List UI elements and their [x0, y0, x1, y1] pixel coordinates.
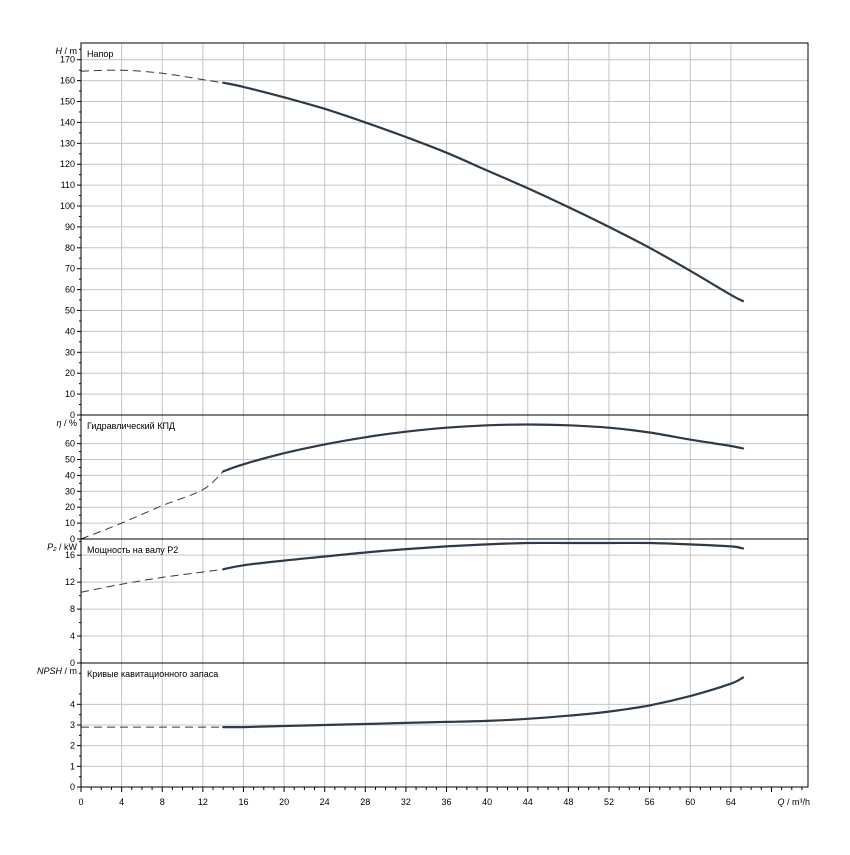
y-tick-label: 1 — [70, 761, 75, 771]
y-tick-label: 10 — [65, 389, 75, 399]
y-tick-label: 140 — [60, 117, 75, 127]
x-tick-label: 12 — [198, 797, 208, 807]
x-tick-label: 36 — [442, 797, 452, 807]
y-tick-label: 10 — [65, 518, 75, 528]
y-tick-label: 40 — [65, 326, 75, 336]
x-tick-label: 64 — [726, 797, 736, 807]
y-tick-label: 3 — [70, 720, 75, 730]
y-tick-label: 90 — [65, 222, 75, 232]
y-tick-label: 80 — [65, 243, 75, 253]
y-tick-label: 100 — [60, 201, 75, 211]
y-tick-label: 20 — [65, 502, 75, 512]
x-tick-label: 4 — [119, 797, 124, 807]
curve-solid-segment — [222, 541, 745, 571]
y-axis-label: P₂ / kW — [47, 542, 77, 552]
y-tick-label: 0 — [70, 410, 75, 420]
y-tick-label: 30 — [65, 486, 75, 496]
x-tick-label: 0 — [78, 797, 83, 807]
x-tick-label: 44 — [523, 797, 533, 807]
y-tick-label: 0 — [70, 658, 75, 668]
y-tick-label: 110 — [61, 180, 75, 190]
y-axis-label: NPSH / m — [37, 666, 77, 676]
panel-title: Мощность на валу P2 — [87, 545, 178, 555]
x-tick-label: 60 — [685, 797, 695, 807]
panel-title: Напор — [87, 49, 113, 59]
y-tick-label: 0 — [70, 782, 75, 792]
x-tick-label: 40 — [482, 797, 492, 807]
x-tick-label: 28 — [360, 797, 370, 807]
x-tick-label: 16 — [238, 797, 248, 807]
y-tick-label: 2 — [70, 741, 75, 751]
x-tick-label: 32 — [401, 797, 411, 807]
plot-frame — [80, 42, 809, 788]
y-tick-label: 170 — [60, 55, 75, 65]
y-tick-label: 60 — [65, 285, 75, 295]
y-tick-label: 70 — [65, 264, 75, 274]
y-tick-label: 150 — [60, 97, 75, 107]
panel-title: Кривые кавитационного запаса — [87, 669, 218, 679]
y-tick-label: 4 — [70, 631, 75, 641]
y-tick-label: 8 — [70, 604, 75, 614]
y-tick-label: 120 — [60, 159, 75, 169]
y-tick-label: 130 — [60, 138, 75, 148]
y-tick-label: 12 — [65, 577, 75, 587]
x-tick-label: 24 — [320, 797, 330, 807]
x-tick-label: 8 — [160, 797, 165, 807]
x-tick-label: 20 — [279, 797, 289, 807]
y-tick-label: 30 — [65, 347, 75, 357]
y-tick-label: 40 — [65, 470, 75, 480]
curve-solid-segment — [222, 81, 745, 303]
y-axis-label: H / m — [56, 46, 78, 56]
x-axis-label: Q / m³/h — [777, 797, 810, 807]
y-tick-label: 160 — [60, 76, 75, 86]
y-tick-label: 50 — [65, 455, 75, 465]
x-tick-label: 52 — [604, 797, 614, 807]
y-tick-label: 60 — [65, 439, 75, 449]
curve-dashed-segment — [80, 69, 224, 84]
y-tick-label: 16 — [65, 550, 75, 560]
y-tick-label: 0 — [70, 534, 75, 544]
panel-title: Гидравлический КПД — [87, 421, 175, 431]
x-tick-label: 48 — [563, 797, 573, 807]
y-axis-label: η / % — [56, 418, 77, 428]
y-tick-label: 50 — [65, 306, 75, 316]
curve-dashed-segment — [80, 568, 224, 593]
y-tick-label: 4 — [70, 699, 75, 709]
y-tick-label: 20 — [65, 368, 75, 378]
curve-solid-segment — [222, 423, 745, 473]
curve-dashed-segment — [80, 471, 224, 540]
x-tick-label: 56 — [645, 797, 655, 807]
curve-solid-segment — [222, 676, 745, 729]
